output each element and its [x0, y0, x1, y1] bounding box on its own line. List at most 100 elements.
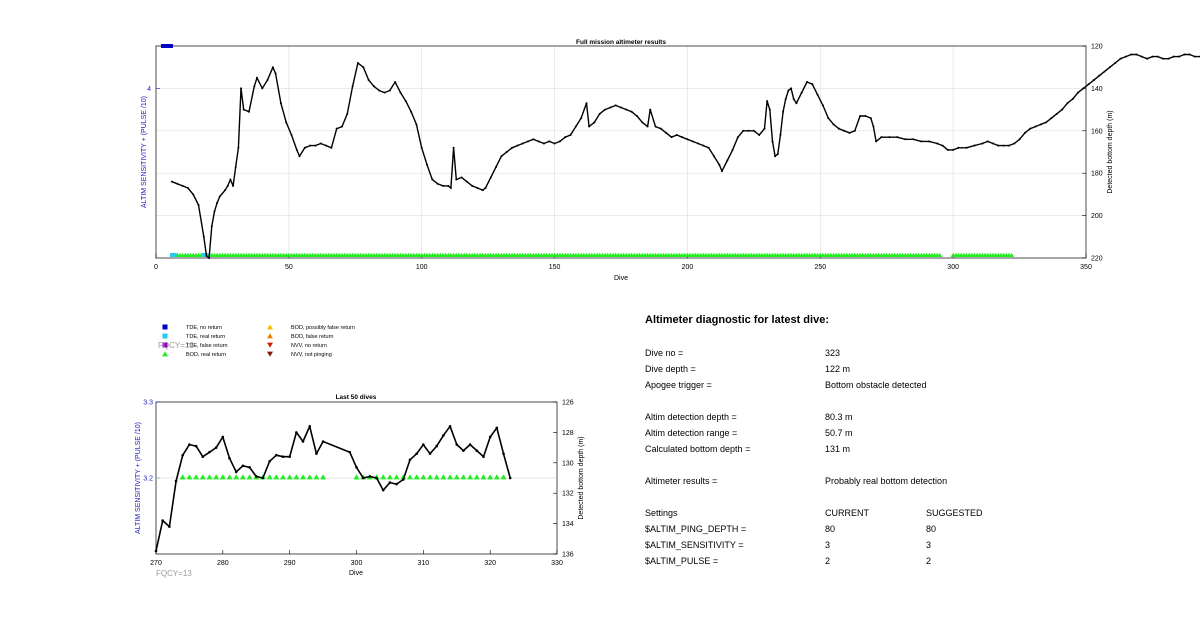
- bottom-depth-point: [484, 187, 487, 190]
- bod-real-marker: [186, 474, 193, 480]
- bottom-left-y-label: ALTIM SENSITIVITY + (PULSE /10): [135, 422, 142, 534]
- bottom-depth-point: [448, 425, 452, 428]
- bottom-depth-point: [428, 452, 432, 455]
- bottom-depth-point: [234, 165, 237, 168]
- bottom-depth-point: [197, 204, 200, 206]
- bottom-depth-point: [210, 225, 213, 228]
- bottom-depth-point: [742, 129, 745, 132]
- tde-real-marker: [201, 253, 206, 257]
- bottom-depth-point: [1140, 55, 1143, 58]
- bod-real-marker: [400, 474, 407, 480]
- bottom-depth-point: [208, 257, 211, 259]
- bottom-depth-point: [261, 87, 264, 90]
- bottom-depth-point: [254, 475, 258, 478]
- bottom-depth-point: [641, 121, 644, 124]
- bottom-depth-point: [394, 81, 397, 84]
- bod-real-marker: [1009, 252, 1015, 257]
- det-depth-value: 80.3 m: [825, 412, 853, 422]
- bod-real-marker: [493, 474, 500, 480]
- bottom-depth-point: [1098, 74, 1101, 77]
- top-x-label: Dive: [614, 275, 628, 282]
- bottom-depth-point: [228, 456, 231, 460]
- bottom-depth-point: [992, 142, 994, 145]
- bod-real-marker: [413, 474, 420, 480]
- det-range-value: 50.7 m: [825, 428, 853, 438]
- bottom-depth-point: [221, 435, 225, 439]
- legend-square-marker: [162, 342, 168, 348]
- legend-triangle-marker: [267, 333, 273, 339]
- bottom-depth-point: [218, 195, 221, 198]
- bottom-depth-point: [356, 61, 359, 64]
- setting-current: 2: [825, 556, 831, 566]
- bottom-depth-point: [1087, 83, 1090, 86]
- setting-suggested: 80: [926, 524, 937, 534]
- bottom-depth-point: [168, 525, 171, 528]
- bottom-depth-point: [378, 89, 381, 92]
- bottom-depth-point: [787, 89, 790, 92]
- bottom-depth-point: [383, 91, 386, 94]
- bottom-depth-point: [500, 155, 503, 158]
- bottom-depth-point: [314, 144, 317, 147]
- bottom-depth-point: [455, 178, 458, 181]
- bottom-depth-point: [537, 140, 540, 143]
- right-y-tick-label: 200: [1091, 213, 1103, 220]
- bod-real-marker: [453, 474, 460, 480]
- bod-real-marker: [393, 474, 400, 480]
- setting-suggested: 2: [926, 556, 932, 566]
- bottom-depth-point: [837, 127, 840, 130]
- bottom-depth-point: [718, 163, 721, 166]
- bottom-depth-point: [747, 129, 750, 132]
- left-y-tick-label: 3.2: [143, 476, 153, 483]
- tde-no-return-marker: [160, 44, 173, 48]
- bottom-depth-point: [240, 87, 243, 90]
- bottom-depth-point: [355, 466, 358, 469]
- bottom-depth-point: [816, 93, 819, 96]
- bottom-depth-point: [864, 114, 867, 117]
- bottom-depth-point: [1066, 102, 1069, 105]
- bottom-depth-point: [790, 87, 793, 90]
- bottom-depth-point: [308, 425, 312, 428]
- bottom-x-ticks: 270 280 290 300 310 320 330: [150, 550, 563, 567]
- bottom-depth-point: [301, 440, 305, 443]
- bottom-depth-point: [495, 426, 499, 430]
- bottom-depth-point: [527, 140, 529, 143]
- bottom-depth-point: [1103, 70, 1106, 73]
- bottom-depth-point: [997, 144, 1000, 147]
- legend-label: BOD, real return: [186, 352, 226, 358]
- bottom-depth-point: [176, 182, 179, 185]
- bottom-depth-point: [811, 83, 814, 86]
- bottom-depth-point: [242, 108, 245, 111]
- bottom-depth-point: [309, 144, 312, 147]
- bod-real-marker: [219, 474, 226, 480]
- bottom-depth-point: [779, 134, 782, 137]
- right-y-tick-label: 128: [562, 430, 574, 437]
- top-right-y-label: Detected bottom depth (m): [1107, 110, 1114, 193]
- bod-real-marker: [386, 474, 393, 480]
- legend-label: TDE, false return: [186, 343, 228, 349]
- bottom-depth-point: [593, 121, 596, 124]
- right-y-tick-label: 126: [562, 400, 574, 407]
- x-tick-label: 250: [814, 264, 826, 271]
- bod-real-marker: [500, 474, 507, 480]
- bottom-depth-point: [381, 488, 385, 492]
- bottom-depth-point: [1077, 91, 1080, 94]
- setting-name: $ALTIM_PING_DEPTH =: [645, 524, 747, 534]
- bod-real-marker: [427, 474, 434, 480]
- bottom-right-y-label: Detected bottom depth (m): [578, 436, 585, 519]
- bod-real-marker: [306, 474, 313, 480]
- bottom-depth-point: [649, 108, 652, 111]
- legend-label: TDE, no return: [186, 325, 222, 331]
- bottom-depth-point: [505, 151, 508, 153]
- bottom-depth-point: [404, 100, 407, 103]
- bottom-depth-point: [697, 142, 700, 145]
- bottom-depth-point: [410, 110, 413, 113]
- bottom-depth-point: [598, 112, 601, 115]
- bottom-depth-point: [832, 123, 835, 126]
- bottom-depth-point: [1045, 121, 1048, 124]
- bod-real-marker: [320, 474, 327, 480]
- bottom-depth-point: [1007, 144, 1010, 147]
- bottom-depth-point: [192, 193, 195, 196]
- left-y-tick-label: 3.3: [143, 400, 153, 407]
- bottom-depth-point: [771, 140, 774, 143]
